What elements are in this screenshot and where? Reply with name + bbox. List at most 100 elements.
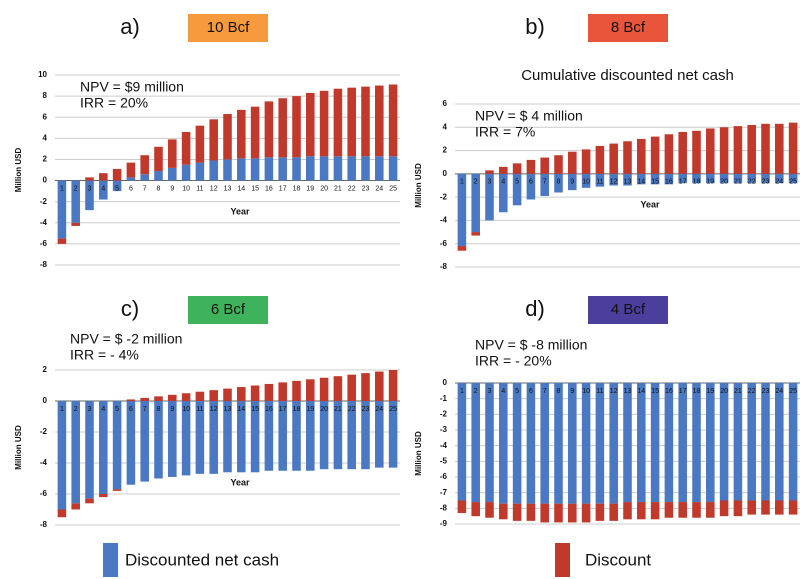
x-tick-label: 5 xyxy=(115,406,119,413)
bar xyxy=(278,382,287,401)
bar xyxy=(526,159,536,174)
x-tick-label: 7 xyxy=(543,179,547,186)
x-tick-label: 23 xyxy=(362,406,370,413)
bar xyxy=(99,173,108,181)
x-tick-label: 1 xyxy=(60,185,64,192)
bar xyxy=(471,232,480,236)
bar xyxy=(85,180,94,211)
x-tick-label: 3 xyxy=(88,185,92,192)
x-tick-label: 24 xyxy=(375,185,383,192)
y-tick-label: -8 xyxy=(440,503,448,512)
bar xyxy=(747,173,756,184)
bar xyxy=(457,173,467,247)
bar xyxy=(692,173,701,184)
bar xyxy=(637,138,646,174)
bar xyxy=(375,85,384,157)
bar xyxy=(112,168,122,181)
panel-label: b) xyxy=(525,14,545,39)
x-tick-label: 7 xyxy=(143,406,147,413)
bar xyxy=(499,503,508,520)
bar xyxy=(747,500,756,515)
bar xyxy=(664,383,674,503)
x-tick-label: 18 xyxy=(693,179,701,186)
x-tick-label: 24 xyxy=(775,388,783,395)
x-tick-label: 9 xyxy=(570,179,574,186)
bar xyxy=(140,397,149,401)
x-tick-label: 2 xyxy=(74,406,78,413)
bar xyxy=(512,163,522,174)
bar xyxy=(775,383,784,501)
bar xyxy=(485,170,494,174)
bar xyxy=(250,385,260,401)
bar xyxy=(181,132,191,165)
x-tick-label: 25 xyxy=(789,179,797,186)
bar xyxy=(264,157,274,181)
bar xyxy=(595,173,605,187)
x-tick-label: 11 xyxy=(596,179,603,186)
bar xyxy=(57,401,67,510)
x-tick-label: 10 xyxy=(582,179,590,186)
x-tick-label: 16 xyxy=(665,388,673,395)
bar xyxy=(650,502,660,520)
bar xyxy=(609,383,618,504)
x-tick-label: 11 xyxy=(196,185,203,192)
y-axis-label: Million USD xyxy=(14,148,23,193)
x-tick-label: 1 xyxy=(460,179,464,186)
bar xyxy=(568,173,577,191)
bar xyxy=(333,156,343,181)
x-tick-label: 22 xyxy=(348,406,356,413)
bar xyxy=(195,401,205,474)
bar xyxy=(99,494,108,498)
x-tick-label: 13 xyxy=(624,388,632,395)
bar xyxy=(678,383,687,503)
bar xyxy=(168,167,177,181)
bar xyxy=(112,180,122,192)
y-tick-label: 8 xyxy=(43,91,48,100)
bar xyxy=(499,166,508,174)
bar xyxy=(223,388,232,401)
bar xyxy=(347,87,356,157)
bar xyxy=(154,146,163,172)
badge xyxy=(588,296,668,324)
bar xyxy=(637,173,646,185)
bar xyxy=(140,155,149,175)
y-tick-label: 2 xyxy=(443,146,448,155)
bar xyxy=(195,125,205,163)
x-tick-label: 6 xyxy=(529,388,533,395)
bar xyxy=(278,401,287,471)
x-tick-label: 19 xyxy=(306,406,314,413)
bar xyxy=(306,379,315,401)
bar xyxy=(485,173,494,221)
badge xyxy=(188,296,268,324)
x-tick-label: 10 xyxy=(182,185,190,192)
x-tick-label: 25 xyxy=(789,388,797,395)
y-tick-label: -5 xyxy=(440,456,448,465)
x-tick-label: 2 xyxy=(74,185,78,192)
x-tick-label: 24 xyxy=(775,179,783,186)
x-tick-label: 12 xyxy=(610,388,618,395)
y-tick-label: -8 xyxy=(40,520,48,529)
y-tick-label: -2 xyxy=(440,409,448,418)
badge-label: 8 Bcf xyxy=(611,19,646,36)
bar xyxy=(388,370,398,401)
bar xyxy=(112,489,122,491)
annotation: NPV = $9 million xyxy=(80,79,184,95)
x-tick-label: 13 xyxy=(224,406,232,413)
bar xyxy=(306,401,315,471)
y-tick-label: 0 xyxy=(443,169,448,178)
bar xyxy=(292,157,301,181)
bar xyxy=(209,160,218,181)
bar xyxy=(71,180,80,223)
annotation: IRR = - 20% xyxy=(475,353,552,369)
bar xyxy=(623,141,632,174)
bar xyxy=(388,84,398,157)
x-tick-label: 22 xyxy=(348,185,356,192)
bar xyxy=(623,383,632,503)
bar xyxy=(554,173,563,193)
bar xyxy=(678,502,687,518)
x-tick-label: 11 xyxy=(596,388,603,395)
x-tick-label: 9 xyxy=(170,185,174,192)
bar xyxy=(237,109,246,159)
x-tick-label: 5 xyxy=(115,185,119,192)
y-tick-label: 6 xyxy=(43,112,48,121)
